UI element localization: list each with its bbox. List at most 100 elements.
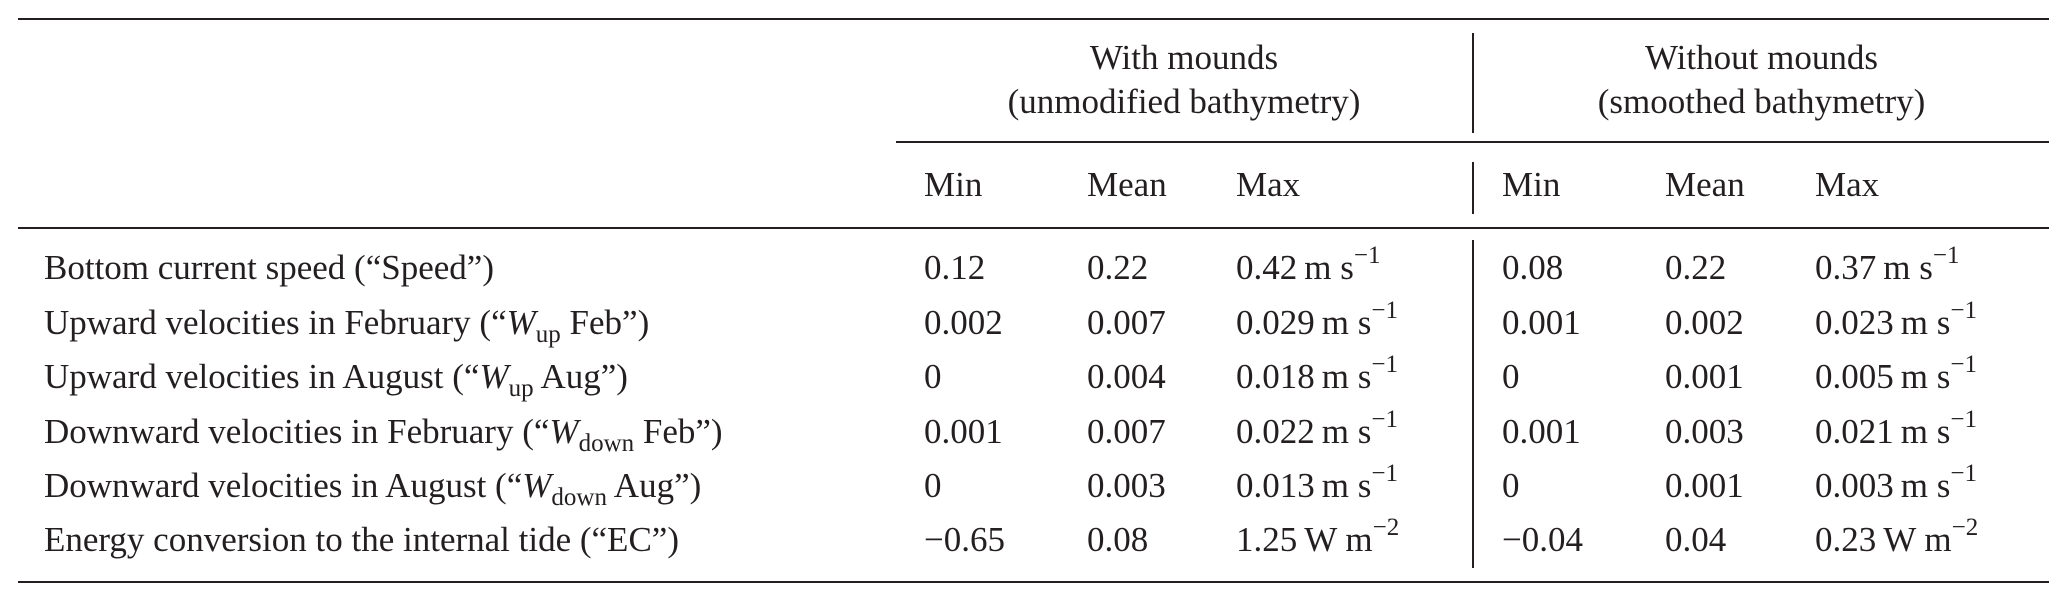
without-mounds-mean: 0.001 xyxy=(1665,466,1744,505)
group-header-with-mounds: With mounds (unmodified bathymetry) xyxy=(896,36,1472,124)
value: 0.005 xyxy=(1815,357,1901,396)
value: 0.23 xyxy=(1815,520,1884,559)
with-mounds-min: 0 xyxy=(924,357,942,396)
label-text: Feb”) xyxy=(560,303,650,342)
unit: m s xyxy=(1304,248,1354,287)
label-text: Feb”) xyxy=(634,412,723,451)
col-header-min: Min xyxy=(1502,165,1561,204)
label-text: Downward velocities in August (“ xyxy=(44,466,523,505)
without-mounds-min: 0 xyxy=(1502,466,1520,505)
with-mounds-max: 1.25 W m−2 xyxy=(1236,515,1399,560)
without-mounds-max: 0.37 m s−1 xyxy=(1815,243,1959,288)
table-top-rule xyxy=(18,18,2049,20)
label-variable: W xyxy=(506,303,536,342)
unit-exponent: −2 xyxy=(1951,514,1979,541)
label-variable: W xyxy=(522,466,552,505)
unit: m s xyxy=(1900,466,1951,505)
without-mounds-min: 0.08 xyxy=(1502,248,1564,287)
with-mounds-mean: 0.08 xyxy=(1087,520,1149,559)
col-header-mean: Mean xyxy=(1087,165,1167,204)
without-mounds-max: 0.023 m s−1 xyxy=(1815,298,1977,343)
value: 1.25 xyxy=(1236,520,1305,559)
unit: W m xyxy=(1304,520,1373,559)
group-header-without-mounds: Without mounds (smoothed bathymetry) xyxy=(1474,36,2049,124)
with-mounds-min: 0.12 xyxy=(924,248,986,287)
group-subtitle: (unmodified bathymetry) xyxy=(1007,82,1361,121)
with-mounds-max: 0.022 m s−1 xyxy=(1236,407,1398,452)
unit: m s xyxy=(1321,357,1372,396)
unit: m s xyxy=(1321,303,1372,342)
label-text: Aug”) xyxy=(533,357,628,396)
unit: m s xyxy=(1900,357,1951,396)
with-mounds-mean: 0.007 xyxy=(1087,303,1166,342)
with-mounds-min: 0 xyxy=(924,466,942,505)
with-mounds-mean: 0.004 xyxy=(1087,357,1166,396)
value: 0.029 xyxy=(1236,303,1322,342)
value: 0.003 xyxy=(1815,466,1901,505)
with-mounds-max: 0.029 m s−1 xyxy=(1236,298,1398,343)
label-variable: W xyxy=(549,412,579,451)
label-subscript: down xyxy=(551,484,607,511)
value: 0.42 xyxy=(1236,248,1305,287)
group-header-rule xyxy=(896,141,2049,143)
with-mounds-max: 0.018 m s−1 xyxy=(1236,352,1398,397)
col-header-mean: Mean xyxy=(1665,165,1745,204)
without-mounds-mean: 0.002 xyxy=(1665,303,1744,342)
col-header-max: Max xyxy=(1815,165,1880,204)
without-mounds-min: 0 xyxy=(1502,357,1520,396)
group-subtitle: (smoothed bathymetry) xyxy=(1597,82,1926,121)
without-mounds-max: 0.003 m s−1 xyxy=(1815,461,1977,506)
unit-exponent: −1 xyxy=(1950,406,1977,433)
table-bottom-rule xyxy=(18,581,2049,583)
unit: m s xyxy=(1900,303,1951,342)
label-text: Energy conversion to the internal tide (… xyxy=(44,520,679,559)
label-text: Upward velocities in August (“ xyxy=(44,357,480,396)
without-mounds-mean: 0.22 xyxy=(1665,248,1727,287)
unit-exponent: −1 xyxy=(1371,460,1398,487)
value: 0.018 xyxy=(1236,357,1322,396)
unit-exponent: −1 xyxy=(1353,242,1381,269)
without-mounds-max: 0.021 m s−1 xyxy=(1815,407,1977,452)
row-label: Energy conversion to the internal tide (… xyxy=(44,520,679,560)
without-mounds-mean: 0.04 xyxy=(1665,520,1727,559)
unit-exponent: −2 xyxy=(1372,514,1400,541)
unit-exponent: −1 xyxy=(1371,297,1398,324)
unit-exponent: −1 xyxy=(1950,351,1977,378)
col-header-min: Min xyxy=(924,165,983,204)
label-subscript: up xyxy=(535,321,561,348)
row-label: Downward velocities in August (“Wdown Au… xyxy=(44,466,701,510)
with-mounds-min: −0.65 xyxy=(924,520,1005,559)
with-mounds-mean: 0.22 xyxy=(1087,248,1149,287)
col-header-max: Max xyxy=(1236,165,1301,204)
label-text: Bottom current speed (“Speed”) xyxy=(44,248,494,287)
body-separator xyxy=(1472,240,1474,568)
unit-exponent: −1 xyxy=(1950,460,1977,487)
value: 0.023 xyxy=(1815,303,1901,342)
without-mounds-min: −0.04 xyxy=(1502,520,1583,559)
row-label: Downward velocities in February (“Wdown … xyxy=(44,412,723,456)
subheader-separator xyxy=(1472,162,1474,214)
without-mounds-min: 0.001 xyxy=(1502,303,1581,342)
with-mounds-mean: 0.003 xyxy=(1087,466,1166,505)
value: 0.022 xyxy=(1236,412,1322,451)
with-mounds-mean: 0.007 xyxy=(1087,412,1166,451)
unit-exponent: −1 xyxy=(1932,242,1960,269)
value: 0.37 xyxy=(1815,248,1884,287)
without-mounds-min: 0.001 xyxy=(1502,412,1581,451)
unit: m s xyxy=(1321,412,1372,451)
label-variable: W xyxy=(479,357,509,396)
label-text: Downward velocities in February (“ xyxy=(44,412,550,451)
unit: m s xyxy=(1900,412,1951,451)
with-mounds-max: 0.42 m s−1 xyxy=(1236,243,1380,288)
group-header-separator xyxy=(1472,33,1474,133)
with-mounds-min: 0.001 xyxy=(924,412,1003,451)
label-subscript: up xyxy=(508,375,534,402)
with-mounds-max: 0.013 m s−1 xyxy=(1236,461,1398,506)
group-title: Without mounds xyxy=(1645,38,1878,77)
label-text: Upward velocities in February (“ xyxy=(44,303,507,342)
unit: m s xyxy=(1883,248,1933,287)
without-mounds-mean: 0.001 xyxy=(1665,357,1744,396)
row-label: Upward velocities in February (“Wup Feb”… xyxy=(44,303,650,347)
without-mounds-max: 0.005 m s−1 xyxy=(1815,352,1977,397)
group-title: With mounds xyxy=(1089,38,1279,77)
